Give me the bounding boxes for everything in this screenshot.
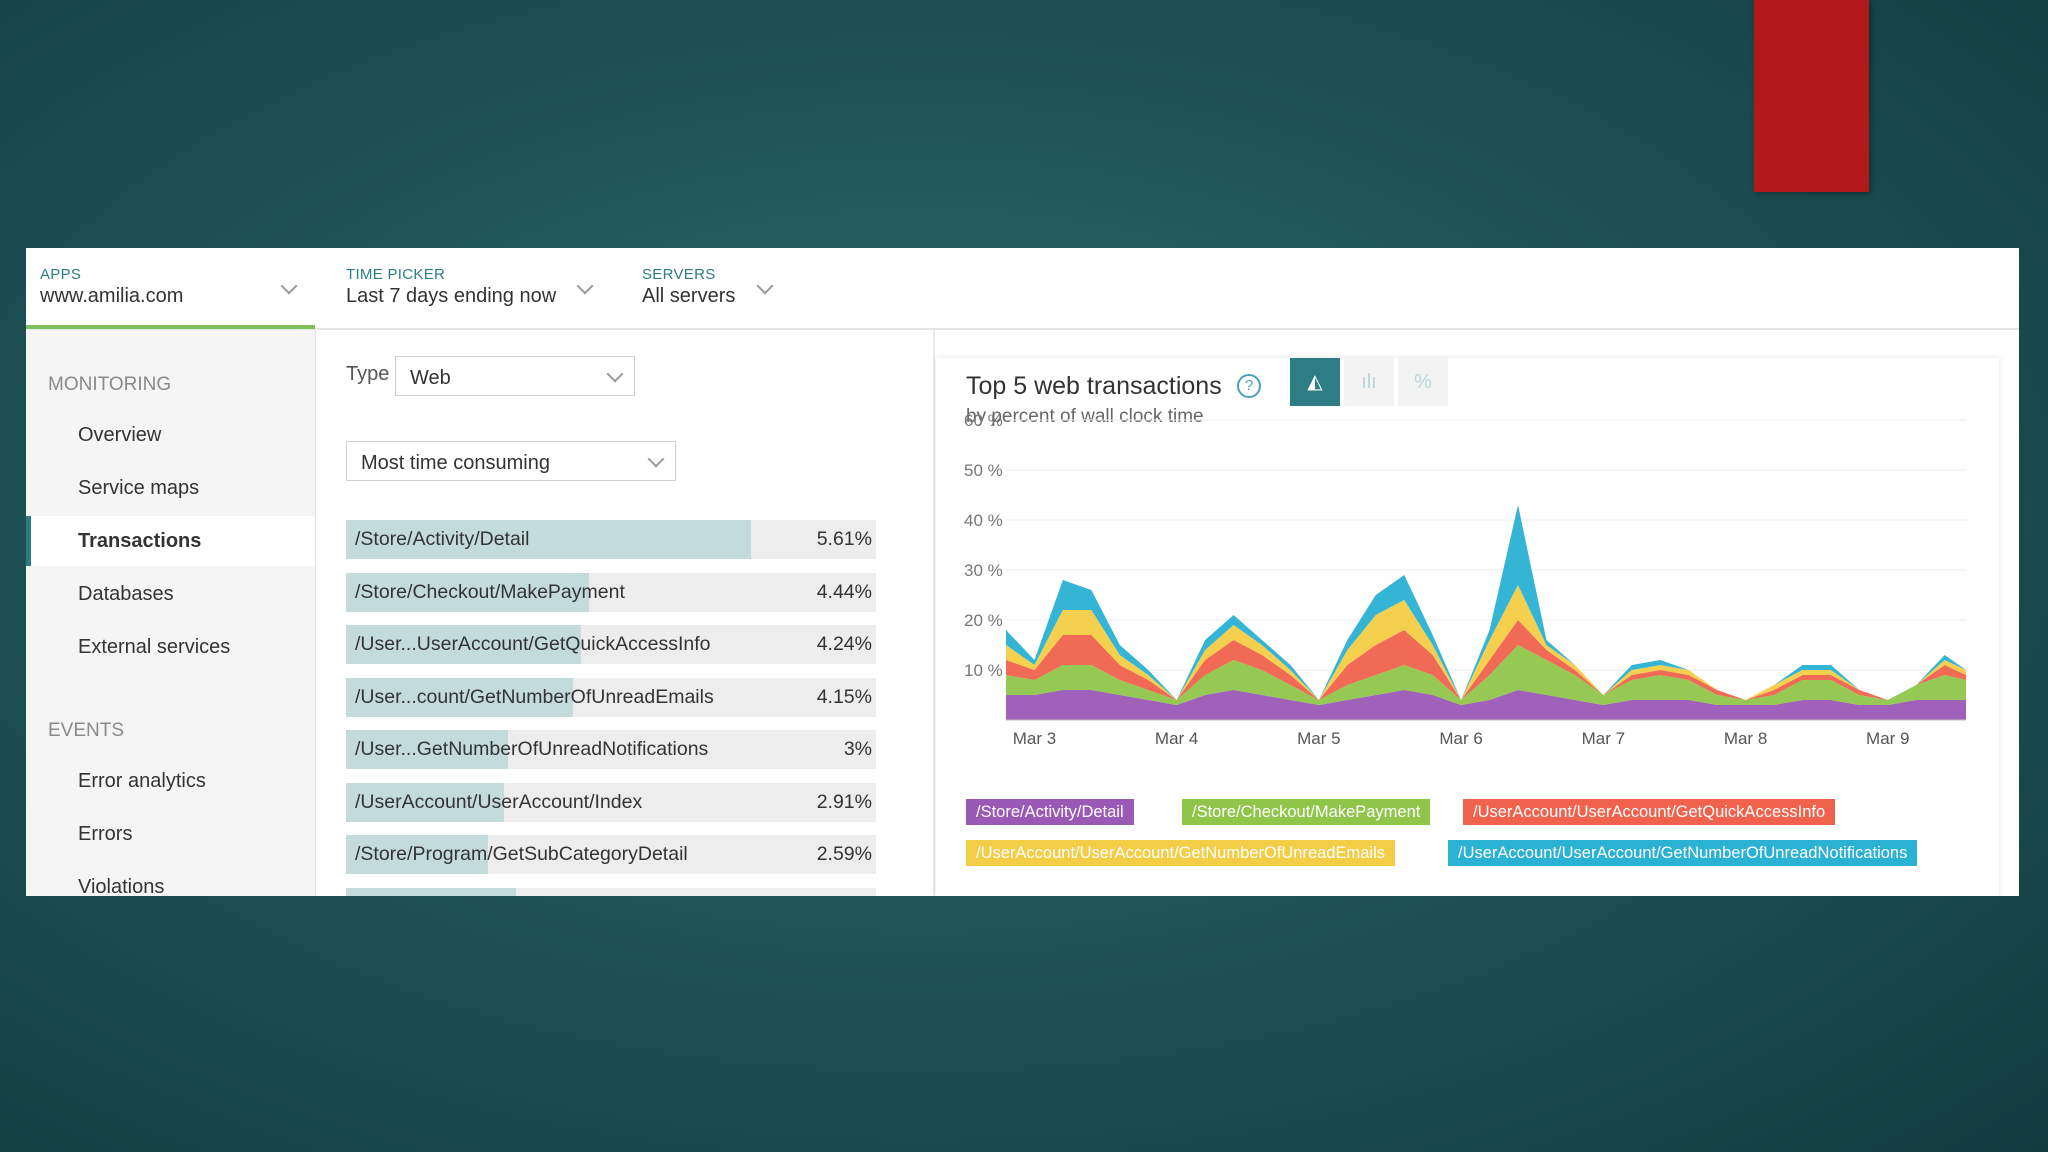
chevron-down-icon <box>606 365 624 383</box>
transaction-bar <box>346 888 516 896</box>
x-tick-label: Mar 9 <box>1866 729 1909 748</box>
transaction-name: /Store/Program/GetSubCategoryDetail <box>355 843 688 865</box>
legend-item[interactable]: /Store/Activity/Detail <box>966 799 1134 825</box>
sidebar-item-service-maps[interactable]: Service maps <box>78 477 200 499</box>
sidebar-item-overview[interactable]: Overview <box>78 424 162 446</box>
transaction-percent: 4.24% <box>816 633 872 655</box>
chevron-down-icon[interactable] <box>280 277 298 295</box>
red-decorative-tab <box>1754 0 1869 192</box>
y-tick-label: 10 % <box>964 661 1003 680</box>
sidebar: MONITORING Overview Service maps Transac… <box>26 330 316 896</box>
y-tick-label: 40 % <box>964 511 1003 530</box>
table-row[interactable]: /Store/Program/GetSubCategoryDetail 2.59% <box>346 835 876 874</box>
table-row[interactable]: /User...GetNumberOfUnreadNotifications 3% <box>346 730 876 769</box>
area-series <box>1006 690 1966 720</box>
transaction-name: /User...UserAccount/GetQuickAccessInfo <box>355 633 711 655</box>
area-chart-icon[interactable]: ◭ <box>1290 358 1340 406</box>
transaction-name: /User...count/GetNumberOfUnreadEmails <box>355 685 714 708</box>
sidebar-item-databases[interactable]: Databases <box>78 583 174 605</box>
help-circle-icon[interactable]: ? <box>1237 374 1261 398</box>
sidebar-item-errors[interactable]: Errors <box>78 823 133 845</box>
type-label: Type <box>346 363 390 385</box>
servers-label: SERVERS <box>642 266 716 283</box>
y-tick-label: 50 % <box>964 461 1003 480</box>
apps-picker[interactable]: APPS www.amilia.com <box>40 266 183 308</box>
x-tick-label: Mar 5 <box>1297 729 1340 748</box>
type-select-value: Web <box>410 367 451 389</box>
apps-label: APPS <box>40 266 82 283</box>
apps-underline <box>26 325 315 329</box>
table-row[interactable]: /User...count/GetNumberOfUnreadEmails 4.1… <box>346 677 876 717</box>
table-row[interactable]: /User...UserAccount/GetQuickAccessInfo 4.… <box>346 625 876 664</box>
transaction-bar <box>346 677 573 717</box>
app-window: APPS www.amilia.com TIME PICKER Last 7 d… <box>26 248 2019 896</box>
transaction-name: /Store/Activity/Detail <box>355 528 530 550</box>
transaction-percent: 4.44% <box>816 580 872 603</box>
x-tick-label: Mar 4 <box>1155 729 1198 748</box>
sidebar-item-external-services[interactable]: External services <box>78 636 231 658</box>
transaction-bar <box>346 730 508 769</box>
transaction-percent: 3% <box>843 738 872 760</box>
chevron-down-icon[interactable] <box>756 277 774 295</box>
time-picker-value: Last 7 days ending now <box>346 285 557 307</box>
servers-value: All servers <box>642 285 736 307</box>
time-picker-label: TIME PICKER <box>346 266 446 283</box>
type-select[interactable]: Web <box>395 356 635 396</box>
transaction-name: /User...GetNumberOfUnreadNotifications <box>355 738 709 760</box>
stacked-area-chart: 60 % 50 % 40 % 30 % 20 % 10 % Mar 3 Mar 4 Mar 5 M… <box>964 414 1966 748</box>
topbar: APPS www.amilia.com TIME PICKER Last 7 d… <box>26 248 2019 330</box>
transaction-bar <box>346 782 504 822</box>
transaction-percent: 4.15% <box>816 685 872 708</box>
chart-view-toggle: ◭ ılı% <box>1290 358 1450 406</box>
apps-value: www.amilia.com <box>40 285 184 307</box>
table-row-partial[interactable] <box>346 888 876 896</box>
table-row[interactable]: /Store/Activity/Detail 5.61% <box>346 520 876 559</box>
y-tick-label: 60 % <box>964 414 1003 430</box>
chart-title: Top 5 web transactions <box>966 372 1222 400</box>
transaction-bar <box>346 520 751 559</box>
chart-panel: Top 5 web transactions ? by percent of w… <box>936 358 1999 896</box>
time-picker[interactable]: TIME PICKER Last 7 days ending now <box>346 266 556 308</box>
x-tick-label: Mar 7 <box>1582 729 1625 748</box>
sidebar-item-violations[interactable]: Violations <box>78 876 165 896</box>
servers-picker[interactable]: SERVERS All servers <box>642 266 735 308</box>
legend-item[interactable]: /UserAccount/UserAccount/GetNumberOfUnre… <box>966 840 1395 866</box>
sort-select[interactable]: Most time consuming <box>346 441 676 481</box>
transaction-percent: 2.91% <box>816 790 872 813</box>
percent-icon[interactable]: % <box>1398 358 1448 406</box>
transaction-percent: 5.61% <box>816 528 872 550</box>
sort-select-value: Most time consuming <box>361 452 550 474</box>
table-row[interactable]: /UserAccount/UserAccount/Index 2.91% <box>346 782 876 822</box>
area-series <box>1006 645 1966 705</box>
legend-item[interactable]: /UserAccount/UserAccount/GetNumberOfUnre… <box>1448 840 1918 866</box>
chevron-down-icon <box>647 450 665 468</box>
table-row[interactable]: /Store/Checkout/MakePayment 4.44% <box>346 572 876 612</box>
x-tick-label: Mar 8 <box>1724 729 1767 748</box>
sidebar-item-transactions[interactable]: Transactions <box>26 516 315 566</box>
transactions-panel: Type Web Most time consuming /Store/Acti… <box>316 330 935 896</box>
x-tick-label: Mar 6 <box>1439 729 1482 748</box>
transaction-name: /UserAccount/UserAccount/Index <box>355 790 643 813</box>
x-tick-label: Mar 3 <box>1013 729 1056 748</box>
transaction-bar <box>346 835 488 874</box>
chart-subtitle: by percent of wall clock time <box>966 406 1204 427</box>
monitoring-section-label: MONITORING <box>48 374 172 395</box>
sidebar-item-error-analytics[interactable]: Error analytics <box>78 770 206 792</box>
transaction-name: /Store/Checkout/MakePayment <box>355 580 625 603</box>
bar-chart-icon[interactable]: ılı <box>1344 358 1394 406</box>
y-tick-label: 20 % <box>964 611 1003 630</box>
transaction-percent: 2.59% <box>816 843 872 865</box>
transaction-bar <box>346 572 589 612</box>
events-section-label: EVENTS <box>48 720 125 741</box>
y-tick-label: 30 % <box>964 561 1003 580</box>
chevron-down-icon[interactable] <box>576 277 594 295</box>
legend-item[interactable]: /Store/Checkout/MakePayment <box>1182 799 1431 825</box>
legend-item[interactable]: /UserAccount/UserAccount/GetQuickAccessI… <box>1463 799 1836 825</box>
transaction-bar <box>346 625 581 664</box>
